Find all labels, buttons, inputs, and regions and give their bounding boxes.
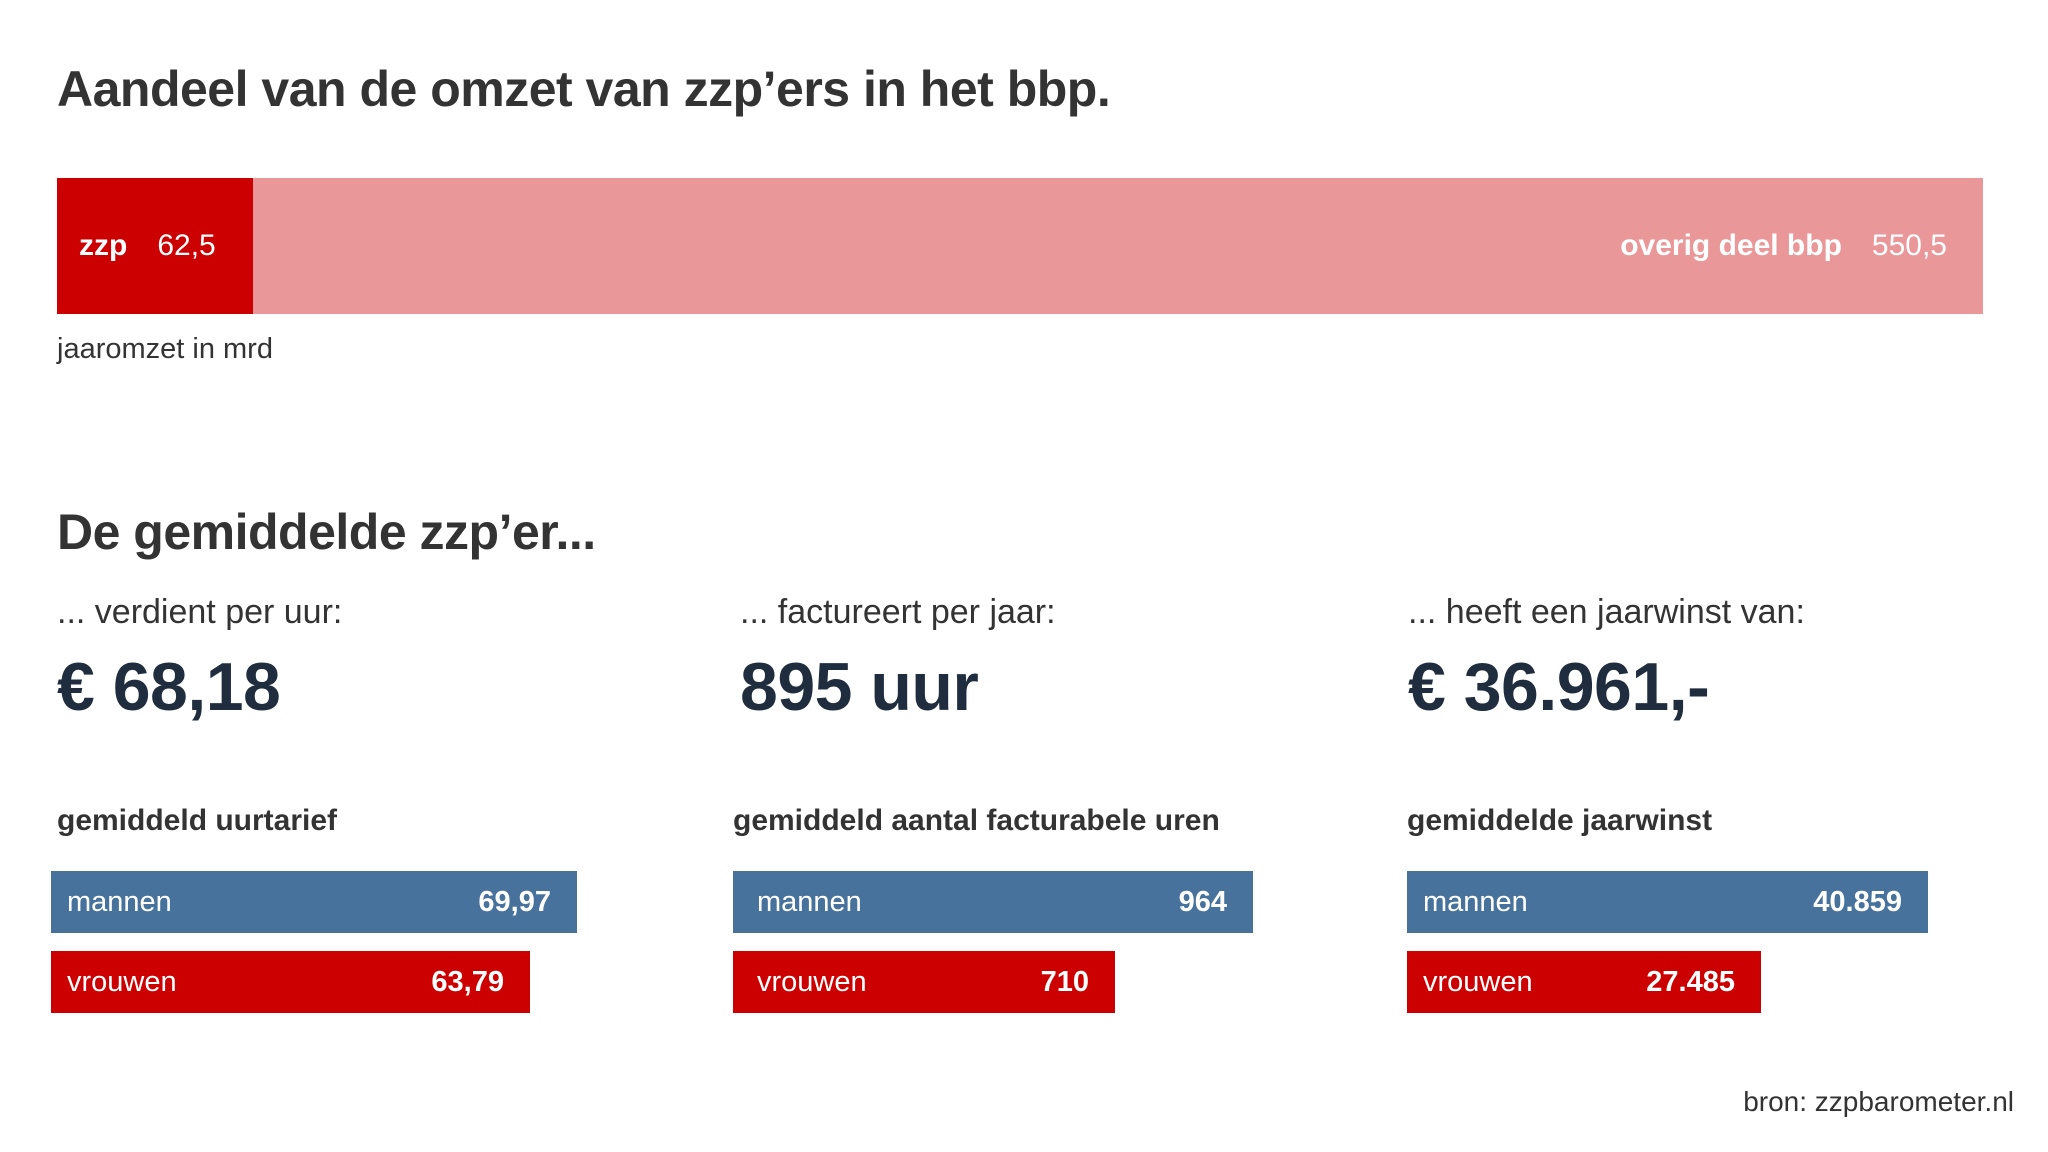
gdp-share-bar: zzp 62,5 overig deel bbp 550,5 <box>57 178 1983 314</box>
share-caption: jaaromzet in mrd <box>57 333 273 365</box>
zzp-segment: zzp 62,5 <box>57 178 253 314</box>
billable-hours-women-bar: vrouwen 710 <box>733 951 1115 1013</box>
men-value: 40.859 <box>1813 885 1902 918</box>
men-label: mannen <box>1423 885 1528 918</box>
hourly-rate-women-bar: vrouwen 63,79 <box>51 951 530 1013</box>
women-value: 63,79 <box>431 965 504 998</box>
women-label: vrouwen <box>1423 965 1533 998</box>
men-label: mannen <box>67 885 172 918</box>
annual-profit-subtitle: ... heeft een jaarwinst van: <box>1408 593 1805 631</box>
annual-profit-men-bar: mannen 40.859 <box>1407 871 1928 933</box>
rest-gdp-value: 550,5 <box>1871 229 1947 262</box>
billable-hours-men-bar: mannen 964 <box>733 871 1253 933</box>
women-label: vrouwen <box>67 965 177 998</box>
women-value: 710 <box>1040 965 1089 998</box>
men-value: 964 <box>1178 885 1227 918</box>
section-title: De gemiddelde zzp’er... <box>57 504 596 560</box>
rest-gdp-label: overig deel bbp <box>1620 229 1842 262</box>
men-value: 69,97 <box>478 885 551 918</box>
zzp-label: zzp <box>79 229 128 262</box>
annual-profit-women-bar: vrouwen 27.485 <box>1407 951 1761 1013</box>
hourly-rate-value: € 68,18 <box>57 649 281 725</box>
women-label: vrouwen <box>757 965 867 998</box>
billable-hours-chart-heading: gemiddeld aantal facturabele uren <box>733 804 1220 837</box>
billable-hours-subtitle: ... factureert per jaar: <box>740 593 1056 631</box>
hourly-rate-chart-heading: gemiddeld uurtarief <box>57 804 338 837</box>
annual-profit-value: € 36.961,- <box>1408 649 1710 725</box>
women-value: 27.485 <box>1646 965 1735 998</box>
men-label: mannen <box>757 885 862 918</box>
rest-gdp-segment: overig deel bbp 550,5 <box>253 178 1983 314</box>
hourly-rate-men-bar: mannen 69,97 <box>51 871 577 933</box>
billable-hours-value: 895 uur <box>740 649 979 725</box>
annual-profit-chart-heading: gemiddelde jaarwinst <box>1407 804 1713 837</box>
source-credit: bron: zzpbarometer.nl <box>1743 1086 2014 1117</box>
main-title: Aandeel van de omzet van zzp’ers in het … <box>57 61 1111 117</box>
zzp-value: 62,5 <box>157 229 216 262</box>
hourly-rate-subtitle: ... verdient per uur: <box>57 593 343 631</box>
